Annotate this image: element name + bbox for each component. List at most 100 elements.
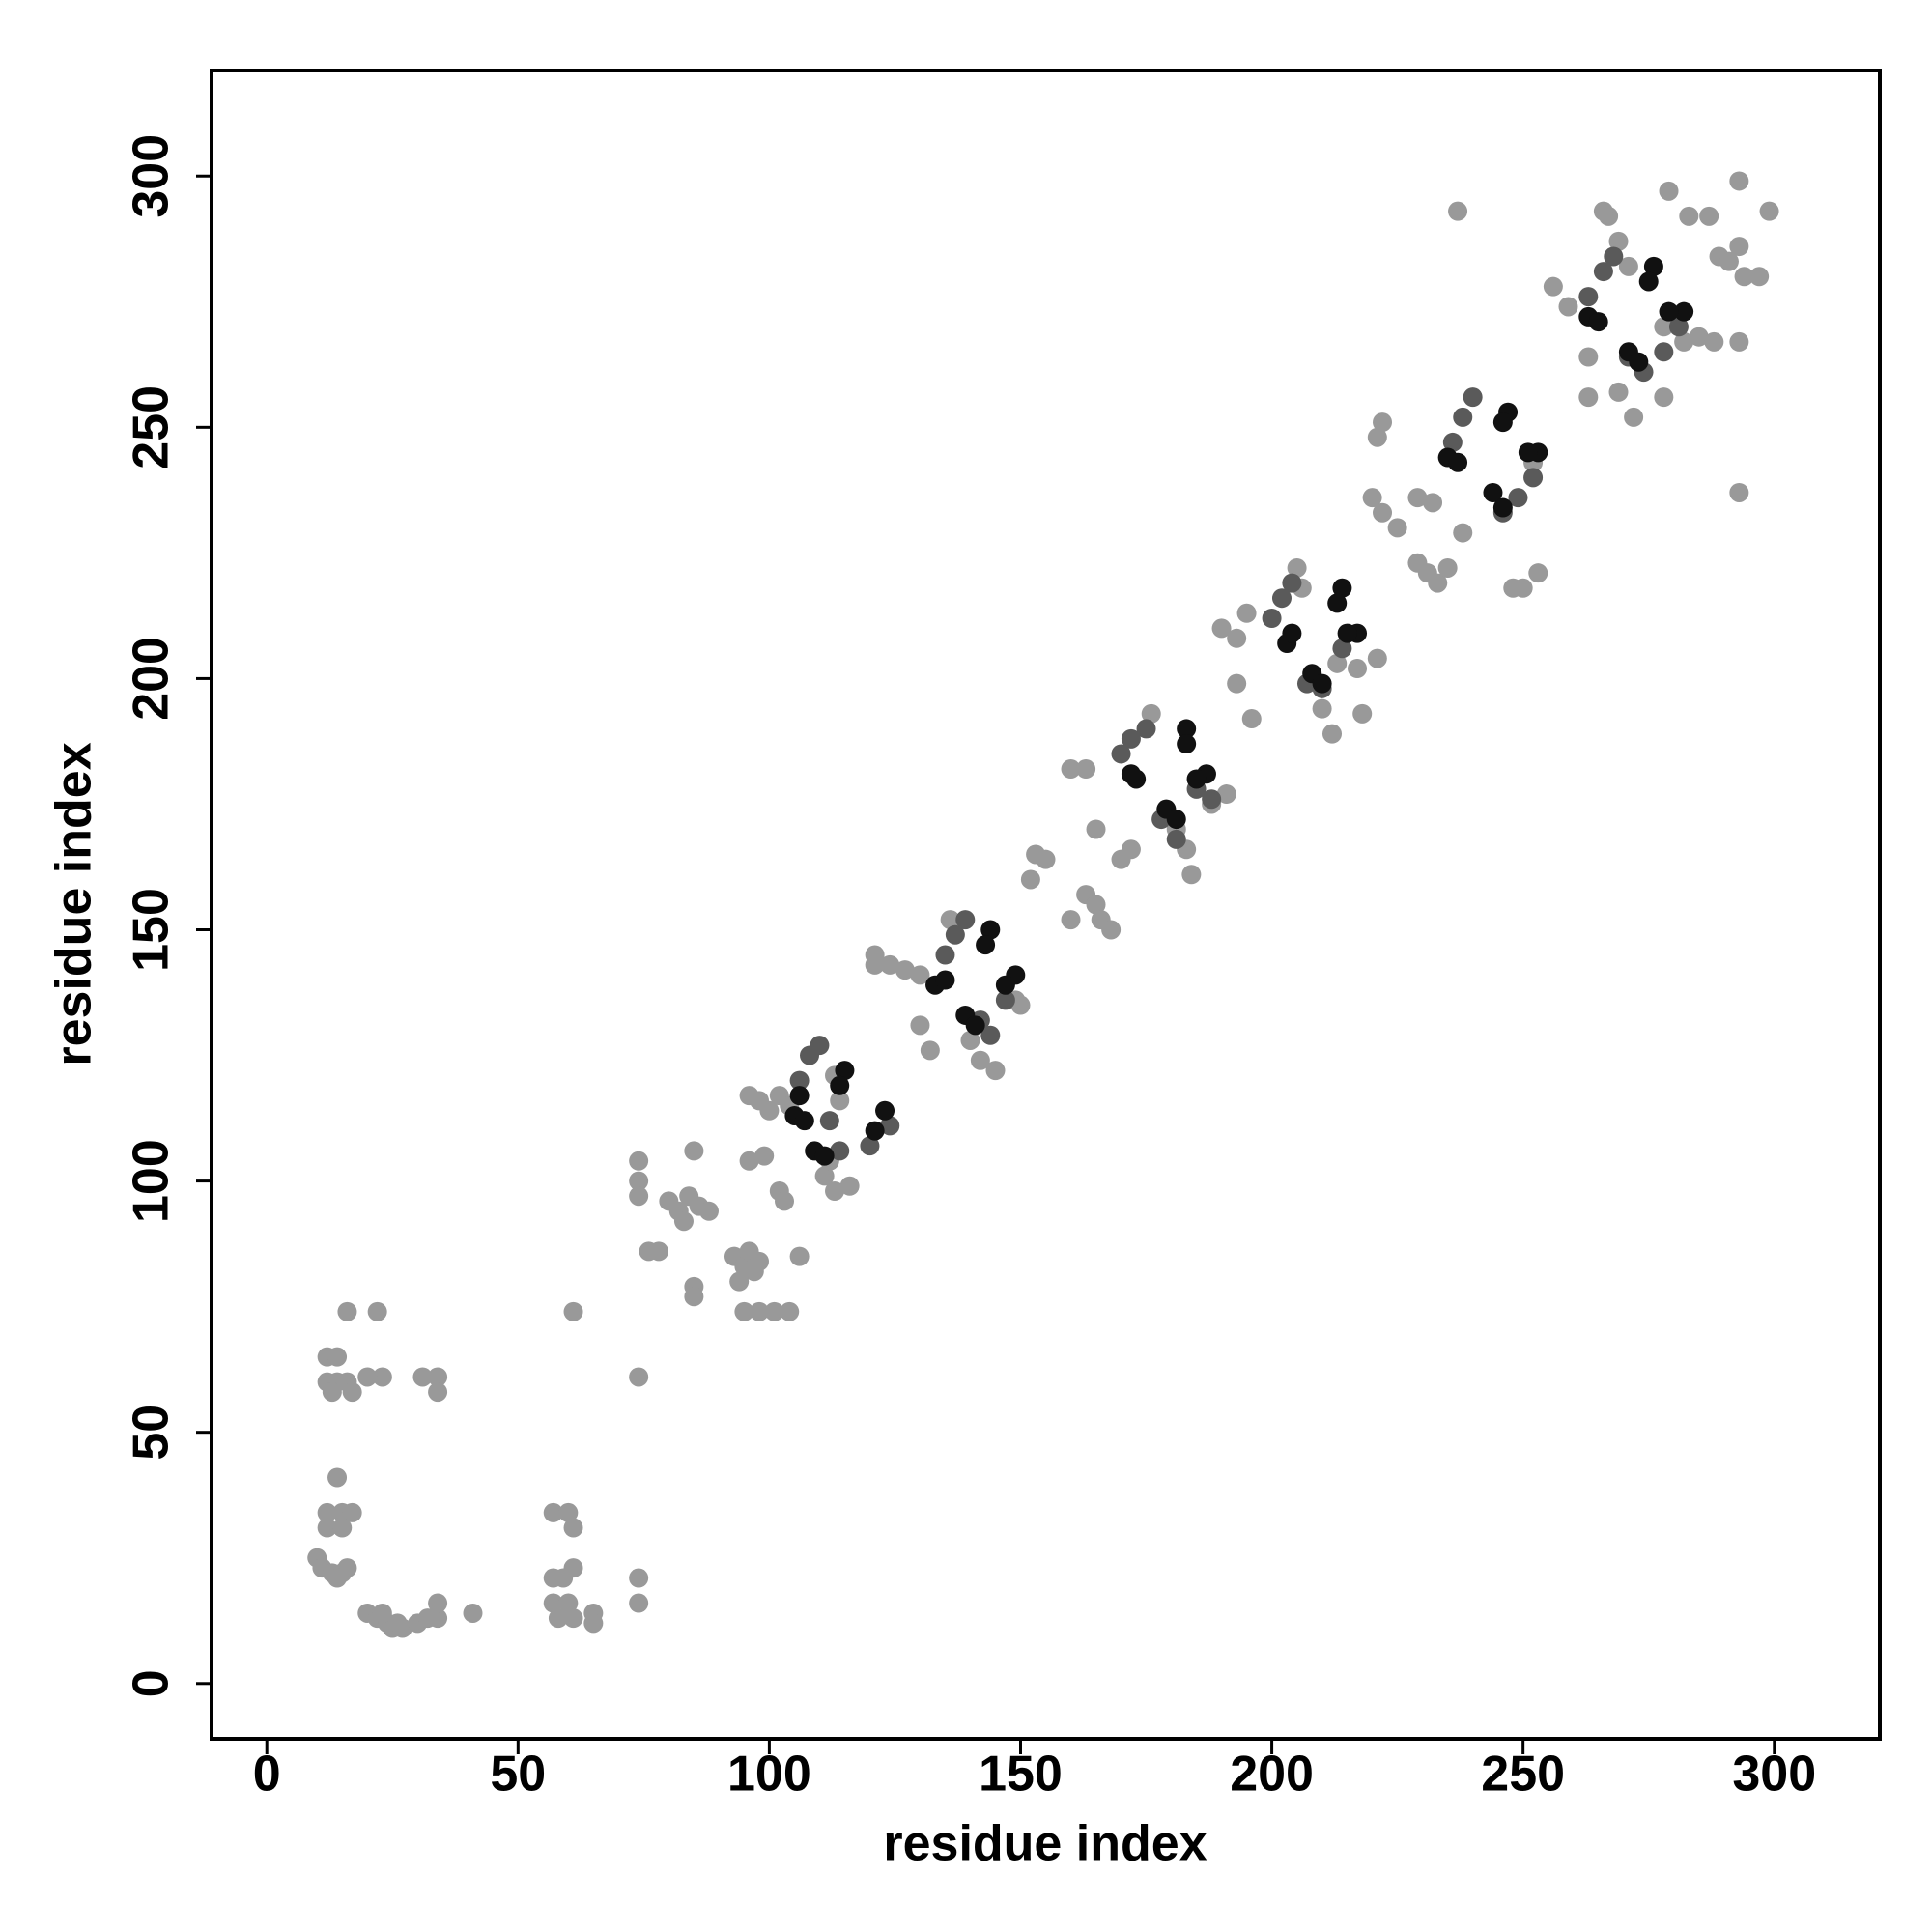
point [780,1301,800,1321]
point [1593,201,1613,221]
point [810,1036,830,1056]
point [629,1151,649,1171]
point [976,935,996,955]
point [865,1121,885,1141]
point [1111,744,1131,764]
point [1086,895,1106,915]
point [1337,623,1357,643]
point [1036,849,1056,869]
point [865,954,885,975]
point [1423,493,1443,513]
point [1101,920,1122,940]
point [342,1382,362,1403]
point [698,1201,719,1221]
point [563,1608,583,1629]
point [428,1382,448,1403]
point [1352,703,1373,724]
point [1312,698,1332,719]
point [880,1116,900,1136]
point [1453,523,1473,543]
point [1177,719,1197,739]
point [1588,312,1608,332]
y-tick-label: 250 [124,385,180,469]
point [739,1151,759,1171]
point [980,1025,1001,1045]
point [1518,442,1538,463]
point [554,1568,574,1588]
point [1327,653,1348,673]
point [1076,759,1096,780]
point [1271,588,1292,609]
point [1262,608,1282,628]
point [1166,810,1186,830]
point [1236,603,1257,623]
point [543,1502,563,1522]
point [789,1070,810,1091]
point [332,1518,353,1538]
point [759,1100,780,1121]
y-axis-title: residue index [46,742,102,1065]
point [1528,563,1548,583]
point [1643,256,1663,276]
point [372,1603,392,1623]
point [548,1608,568,1629]
point [764,1301,784,1321]
point [1437,557,1458,578]
point [1704,331,1724,352]
point [1121,764,1141,784]
point [1654,317,1674,337]
point [839,1176,860,1196]
point [1186,769,1207,789]
point [1629,352,1649,372]
point [1668,317,1689,337]
point [1216,784,1236,805]
point [1593,262,1613,282]
point [754,1146,775,1166]
point [814,1166,835,1186]
point [1523,468,1544,488]
plot-frame [210,69,1882,1741]
point [1211,618,1232,639]
point [1729,331,1749,352]
point [327,1568,348,1588]
point [955,910,976,930]
point [1373,502,1393,523]
x-tick-label: 150 [979,1747,1063,1803]
point [835,1061,855,1081]
point [1638,271,1659,292]
point [749,1251,769,1271]
point [1578,387,1599,408]
point [995,990,1015,1010]
point [1241,709,1262,729]
point [734,1301,754,1321]
point [1578,287,1599,307]
point [1061,910,1081,930]
y-tick-label: 0 [124,1669,180,1697]
point [1674,331,1694,352]
point [1492,412,1513,433]
point [1729,171,1749,191]
point [1679,206,1699,226]
point [673,1211,694,1232]
point [1604,246,1624,267]
point [1674,301,1694,322]
point [1312,673,1332,694]
point [749,1301,769,1321]
point [648,1241,668,1262]
point [970,1050,990,1070]
point [1136,719,1156,739]
point [825,1181,845,1202]
point [1020,869,1040,890]
point [1492,497,1513,518]
x-tick-label: 300 [1732,1747,1816,1803]
point [1578,347,1599,367]
point [1387,518,1407,538]
point [1749,267,1770,287]
point [1508,488,1528,508]
point [543,1593,563,1613]
point [960,1030,980,1050]
point [317,1502,337,1522]
y-tick-label: 100 [124,1139,180,1223]
point [860,1136,880,1156]
point [729,1271,750,1292]
